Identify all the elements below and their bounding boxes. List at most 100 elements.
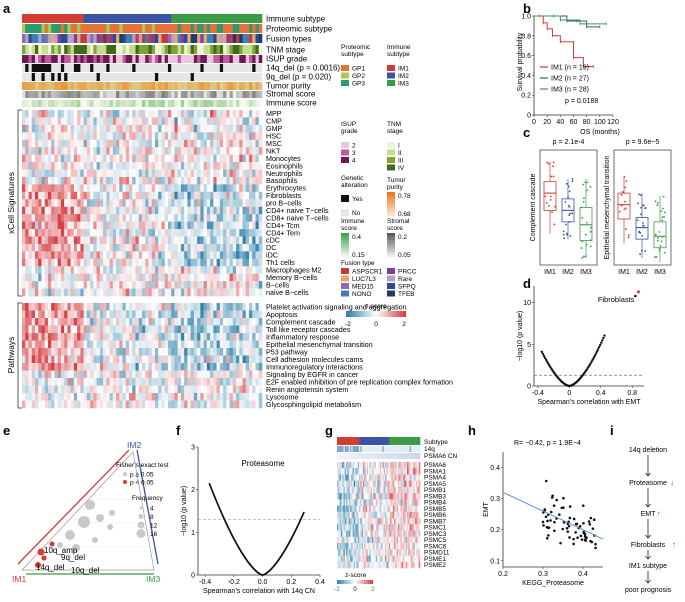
heatmap-cell xyxy=(229,318,234,326)
heatmap-cell xyxy=(177,400,182,409)
subtype-cell xyxy=(349,437,352,445)
heatmap-cell xyxy=(31,340,36,349)
heatmap-cell xyxy=(112,385,117,394)
heatmap-cell xyxy=(25,333,29,341)
heatmap-cell xyxy=(239,154,243,163)
psma6-cn-cell xyxy=(359,453,361,459)
heatmap-cell xyxy=(119,355,123,364)
heatmap-cell xyxy=(83,310,88,319)
heatmap-cell xyxy=(135,117,140,126)
heatmap-cell xyxy=(236,132,240,141)
heatmap-cell xyxy=(125,258,130,267)
boxplot-point xyxy=(566,232,568,235)
heatmap-cell xyxy=(213,251,217,260)
heatmap-cell xyxy=(119,385,123,394)
heatmap-cell xyxy=(99,400,104,409)
heatmap-cell xyxy=(164,281,169,289)
heatmap-cell xyxy=(193,162,198,170)
fusion-type-cell xyxy=(122,34,127,43)
heatmap-cell xyxy=(219,147,224,155)
heatmap-cell xyxy=(364,480,366,488)
heatmap-cell xyxy=(54,191,58,200)
heatmap-cell xyxy=(229,162,234,170)
del14q-cell xyxy=(401,446,404,452)
heatmap-cell xyxy=(223,378,227,386)
immune-subtype-cell xyxy=(44,14,49,23)
heatmap-cell xyxy=(54,258,58,267)
tnm-stage-cell xyxy=(177,45,182,54)
del9q-cell xyxy=(109,73,114,81)
heatmap-cell xyxy=(245,385,250,394)
boxplot-point xyxy=(661,236,664,238)
heatmap-cell xyxy=(57,199,62,208)
fusion-legend-swatch xyxy=(387,283,395,289)
heatmap-cell xyxy=(47,385,52,394)
tnm-stage-cell xyxy=(255,45,260,54)
heatmap-cell xyxy=(370,474,373,482)
heatmap-cell xyxy=(86,117,91,126)
del9q-cell xyxy=(31,73,36,81)
xcell-row-label: MPP xyxy=(266,109,282,118)
heatmap-cell xyxy=(229,117,234,126)
heatmap-cell xyxy=(154,117,159,126)
stromal-score-cell xyxy=(64,91,68,98)
heatmap-cell xyxy=(148,184,153,193)
volcano-ylabel: −log10 (p value) xyxy=(181,486,188,536)
heatmap-cell xyxy=(171,310,175,319)
heatmap-cell xyxy=(22,117,26,126)
heatmap-cell xyxy=(203,154,208,163)
heatmap-cell xyxy=(148,258,153,267)
isup-grade-cell xyxy=(106,55,110,63)
heatmap-cell xyxy=(22,199,26,208)
xcell-row-label: Monocytes xyxy=(266,154,301,163)
heatmap-cell xyxy=(226,400,230,409)
heatmap-cell xyxy=(249,266,253,274)
heatmap-cell xyxy=(142,333,146,341)
heatmap-cell xyxy=(73,393,78,401)
boxplot-point xyxy=(567,196,569,199)
heatmap-cell xyxy=(34,110,39,118)
heatmap-cell xyxy=(106,273,110,282)
heatmap-cell xyxy=(206,214,211,222)
fusion-type-cell xyxy=(148,34,153,43)
heatmap-cell xyxy=(135,132,140,141)
heatmap-cell xyxy=(122,400,127,409)
boxplot-point xyxy=(658,231,661,233)
heatmap-cell xyxy=(219,243,224,252)
heatmap-cell xyxy=(158,191,162,200)
del14q-cell xyxy=(44,64,49,72)
heatmap-cell xyxy=(31,258,36,267)
subtype-cell xyxy=(392,437,395,445)
heatmap-cell xyxy=(236,176,240,185)
heatmap-cell xyxy=(213,370,217,379)
heatmap-cell xyxy=(407,474,409,482)
heatmap-cell xyxy=(44,355,49,364)
heatmap-cell xyxy=(86,184,91,193)
tumor-purity-cell xyxy=(190,82,195,90)
purity-gradient-step xyxy=(387,204,395,207)
del9q-cell xyxy=(96,73,101,81)
subtype-cell xyxy=(364,437,366,445)
immune-subtype-cell xyxy=(64,14,68,23)
heatmap-cell xyxy=(109,310,114,319)
heatmap-cell xyxy=(125,184,130,193)
immune-subtype-cell xyxy=(200,14,204,23)
heatmap-cell xyxy=(132,303,136,311)
heatmap-cell xyxy=(154,318,159,326)
heatmap-cell xyxy=(197,221,201,230)
heatmap-cell xyxy=(200,251,204,260)
heatmap-cell xyxy=(90,169,94,178)
heatmap-cell xyxy=(142,236,146,245)
heatmap-cell xyxy=(180,132,185,141)
heatmap-cell xyxy=(99,199,104,208)
boxplot-point xyxy=(582,201,585,203)
heatmap-cell xyxy=(210,400,214,409)
heatmap-cell xyxy=(148,236,153,245)
heatmap-cell xyxy=(57,110,62,118)
heatmap-cell xyxy=(249,333,253,341)
cnv-label: 10q_amp xyxy=(44,546,78,555)
heatmap-cell xyxy=(64,191,68,200)
proteomic-subtype-cell xyxy=(213,24,217,33)
heatmap-cell xyxy=(190,273,195,282)
heatmap-cell xyxy=(103,117,107,126)
